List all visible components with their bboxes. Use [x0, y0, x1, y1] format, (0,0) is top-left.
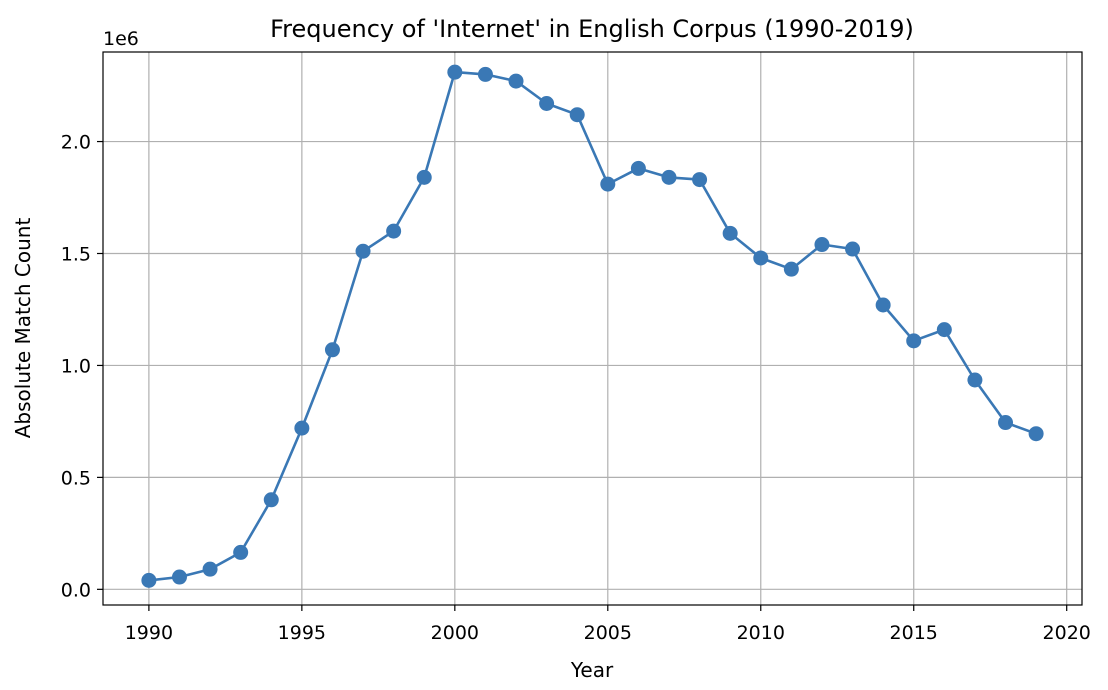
data-point: [998, 415, 1014, 431]
data-point: [141, 572, 157, 588]
y-tick-label: 2.0: [61, 132, 91, 154]
data-point: [692, 172, 708, 188]
x-tick-label: 1990: [125, 622, 173, 644]
x-tick-label: 2005: [584, 622, 632, 644]
data-point: [202, 561, 218, 577]
data-point: [845, 241, 861, 257]
data-point: [1028, 426, 1044, 442]
data-point: [814, 237, 830, 253]
x-tick-label: 1995: [278, 622, 326, 644]
data-point: [324, 342, 340, 358]
data-point: [416, 169, 432, 185]
data-point: [600, 176, 616, 192]
x-tick-label: 2015: [890, 622, 938, 644]
data-point: [783, 261, 799, 277]
y-tick-label: 0.0: [61, 579, 91, 601]
data-point: [569, 107, 585, 123]
data-point: [539, 95, 555, 111]
data-point: [936, 322, 952, 338]
y-axis-label: Absolute Match Count: [11, 218, 35, 439]
data-point: [661, 169, 677, 185]
y-tick-label: 1.5: [61, 243, 91, 265]
data-point: [722, 225, 738, 241]
y-tick-label: 0.5: [61, 467, 91, 489]
y-tick-label: 1.0: [61, 355, 91, 377]
series: [141, 64, 1044, 588]
x-tick-label: 2020: [1043, 622, 1091, 644]
x-axis-label: Year: [570, 658, 614, 682]
data-point: [508, 73, 524, 89]
data-point: [967, 372, 983, 388]
data-point: [294, 420, 310, 436]
data-point: [875, 297, 891, 313]
grid-lines: [103, 52, 1082, 605]
data-point: [477, 66, 493, 82]
data-point: [906, 333, 922, 349]
series-line: [148, 70, 1037, 582]
plot-frame: [102, 51, 1083, 606]
data-point: [263, 492, 279, 508]
data-point: [233, 544, 249, 560]
x-tick-label: 2000: [431, 622, 479, 644]
data-point: [171, 569, 187, 585]
data-point: [447, 64, 463, 80]
chart-title: Frequency of 'Internet' in English Corpu…: [270, 15, 914, 43]
data-point: [355, 243, 371, 259]
y-offset-label: 1e6: [103, 28, 139, 50]
axis-ticks: 1990 1995 2000 2005 2010 2015 2020 0.0 0.5 1.0 1.5…: [61, 132, 1091, 644]
data-point: [386, 223, 402, 239]
data-point: [630, 160, 646, 176]
x-tick-label: 2010: [737, 622, 785, 644]
data-point: [753, 250, 769, 266]
